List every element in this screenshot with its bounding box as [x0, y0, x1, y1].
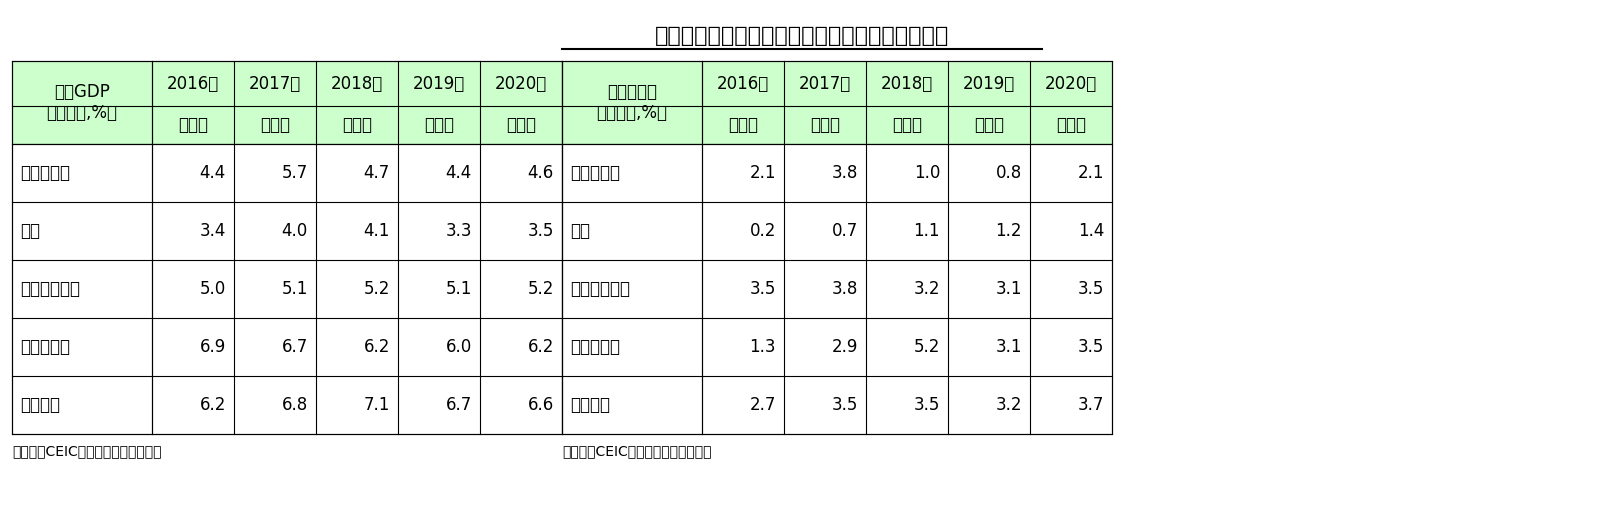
Text: 4.4: 4.4: [446, 164, 472, 182]
Text: 6.2: 6.2: [199, 396, 226, 414]
Text: 東南アジア５カ国の成長率とインフレ率の見通し: 東南アジア５カ国の成長率とインフレ率の見通し: [654, 26, 950, 46]
Text: 実質GDP
（前年比,%）: 実質GDP （前年比,%）: [47, 83, 117, 122]
Text: 1.1: 1.1: [914, 222, 940, 240]
Text: タイ: タイ: [569, 222, 590, 240]
Text: 2.1: 2.1: [749, 164, 776, 182]
Text: 6.8: 6.8: [282, 396, 308, 414]
Text: 3.4: 3.4: [199, 222, 226, 240]
Polygon shape: [11, 61, 561, 144]
Text: 2020年: 2020年: [1044, 75, 1097, 93]
Polygon shape: [11, 144, 561, 434]
Text: 2016年: 2016年: [717, 75, 770, 93]
Text: 4.0: 4.0: [282, 222, 308, 240]
Text: 4.6: 4.6: [528, 164, 553, 182]
Text: 3.8: 3.8: [831, 164, 858, 182]
Text: 4.4: 4.4: [200, 164, 226, 182]
Text: （予）: （予）: [1055, 116, 1086, 134]
Polygon shape: [561, 61, 1112, 144]
Text: 5.1: 5.1: [446, 280, 472, 298]
Text: 3.5: 3.5: [1078, 280, 1104, 298]
Text: （資料）CEIC、ニッセイ基礎研究所: （資料）CEIC、ニッセイ基礎研究所: [561, 444, 712, 458]
Text: 2020年: 2020年: [496, 75, 547, 93]
Text: （実）: （実）: [260, 116, 290, 134]
Text: 3.2: 3.2: [914, 280, 940, 298]
Text: 6.7: 6.7: [282, 338, 308, 356]
Text: 1.0: 1.0: [914, 164, 940, 182]
Text: （実）: （実）: [810, 116, 840, 134]
Text: 消費者物価
（前年比,%）: 消費者物価 （前年比,%）: [597, 83, 667, 122]
Text: ベトナム: ベトナム: [19, 396, 59, 414]
Text: 3.5: 3.5: [749, 280, 776, 298]
Text: （資料）CEIC、ニッセイ基礎研究所: （資料）CEIC、ニッセイ基礎研究所: [11, 444, 162, 458]
Text: 2017年: 2017年: [799, 75, 852, 93]
Text: 1.4: 1.4: [1078, 222, 1104, 240]
Text: 5.2: 5.2: [914, 338, 940, 356]
Polygon shape: [561, 144, 1112, 434]
Text: 3.8: 3.8: [831, 280, 858, 298]
Text: 2017年: 2017年: [249, 75, 302, 93]
Text: （実）: （実）: [728, 116, 759, 134]
Text: 0.7: 0.7: [832, 222, 858, 240]
Text: 5.0: 5.0: [200, 280, 226, 298]
Text: 6.6: 6.6: [528, 396, 553, 414]
Text: 3.2: 3.2: [996, 396, 1022, 414]
Text: 4.1: 4.1: [364, 222, 390, 240]
Text: （予）: （予）: [423, 116, 454, 134]
Text: 2019年: 2019年: [962, 75, 1015, 93]
Text: 3.5: 3.5: [914, 396, 940, 414]
Text: ベトナム: ベトナム: [569, 396, 610, 414]
Text: （予）: （予）: [505, 116, 536, 134]
Text: 6.2: 6.2: [528, 338, 553, 356]
Text: 2.7: 2.7: [749, 396, 776, 414]
Text: 3.5: 3.5: [831, 396, 858, 414]
Text: （実）: （実）: [892, 116, 922, 134]
Text: インドネシア: インドネシア: [19, 280, 80, 298]
Text: 0.8: 0.8: [996, 164, 1022, 182]
Text: 0.2: 0.2: [749, 222, 776, 240]
Text: 6.0: 6.0: [446, 338, 472, 356]
Text: 6.7: 6.7: [446, 396, 472, 414]
Text: （実）: （実）: [342, 116, 372, 134]
Text: 3.3: 3.3: [446, 222, 472, 240]
Text: 6.2: 6.2: [364, 338, 390, 356]
Text: 3.7: 3.7: [1078, 396, 1104, 414]
Text: 2.9: 2.9: [831, 338, 858, 356]
Text: 2018年: 2018年: [330, 75, 383, 93]
Text: 2.1: 2.1: [1078, 164, 1104, 182]
Text: 2018年: 2018年: [881, 75, 934, 93]
Text: 2016年: 2016年: [167, 75, 220, 93]
Text: 3.1: 3.1: [996, 338, 1022, 356]
Text: 7.1: 7.1: [364, 396, 390, 414]
Text: 5.2: 5.2: [528, 280, 553, 298]
Text: 5.2: 5.2: [364, 280, 390, 298]
Text: フィリピン: フィリピン: [569, 338, 621, 356]
Text: 3.5: 3.5: [528, 222, 553, 240]
Text: インドネシア: インドネシア: [569, 280, 630, 298]
Text: （予）: （予）: [974, 116, 1004, 134]
Text: フィリピン: フィリピン: [19, 338, 71, 356]
Text: 2019年: 2019年: [412, 75, 465, 93]
Text: 5.1: 5.1: [282, 280, 308, 298]
Text: 4.7: 4.7: [364, 164, 390, 182]
Text: 3.1: 3.1: [996, 280, 1022, 298]
Text: マレーシア: マレーシア: [19, 164, 71, 182]
Text: マレーシア: マレーシア: [569, 164, 621, 182]
Text: 6.9: 6.9: [200, 338, 226, 356]
Text: 5.7: 5.7: [282, 164, 308, 182]
Text: タイ: タイ: [19, 222, 40, 240]
Text: （実）: （実）: [178, 116, 209, 134]
Text: 1.3: 1.3: [749, 338, 776, 356]
Text: 1.2: 1.2: [996, 222, 1022, 240]
Text: 3.5: 3.5: [1078, 338, 1104, 356]
